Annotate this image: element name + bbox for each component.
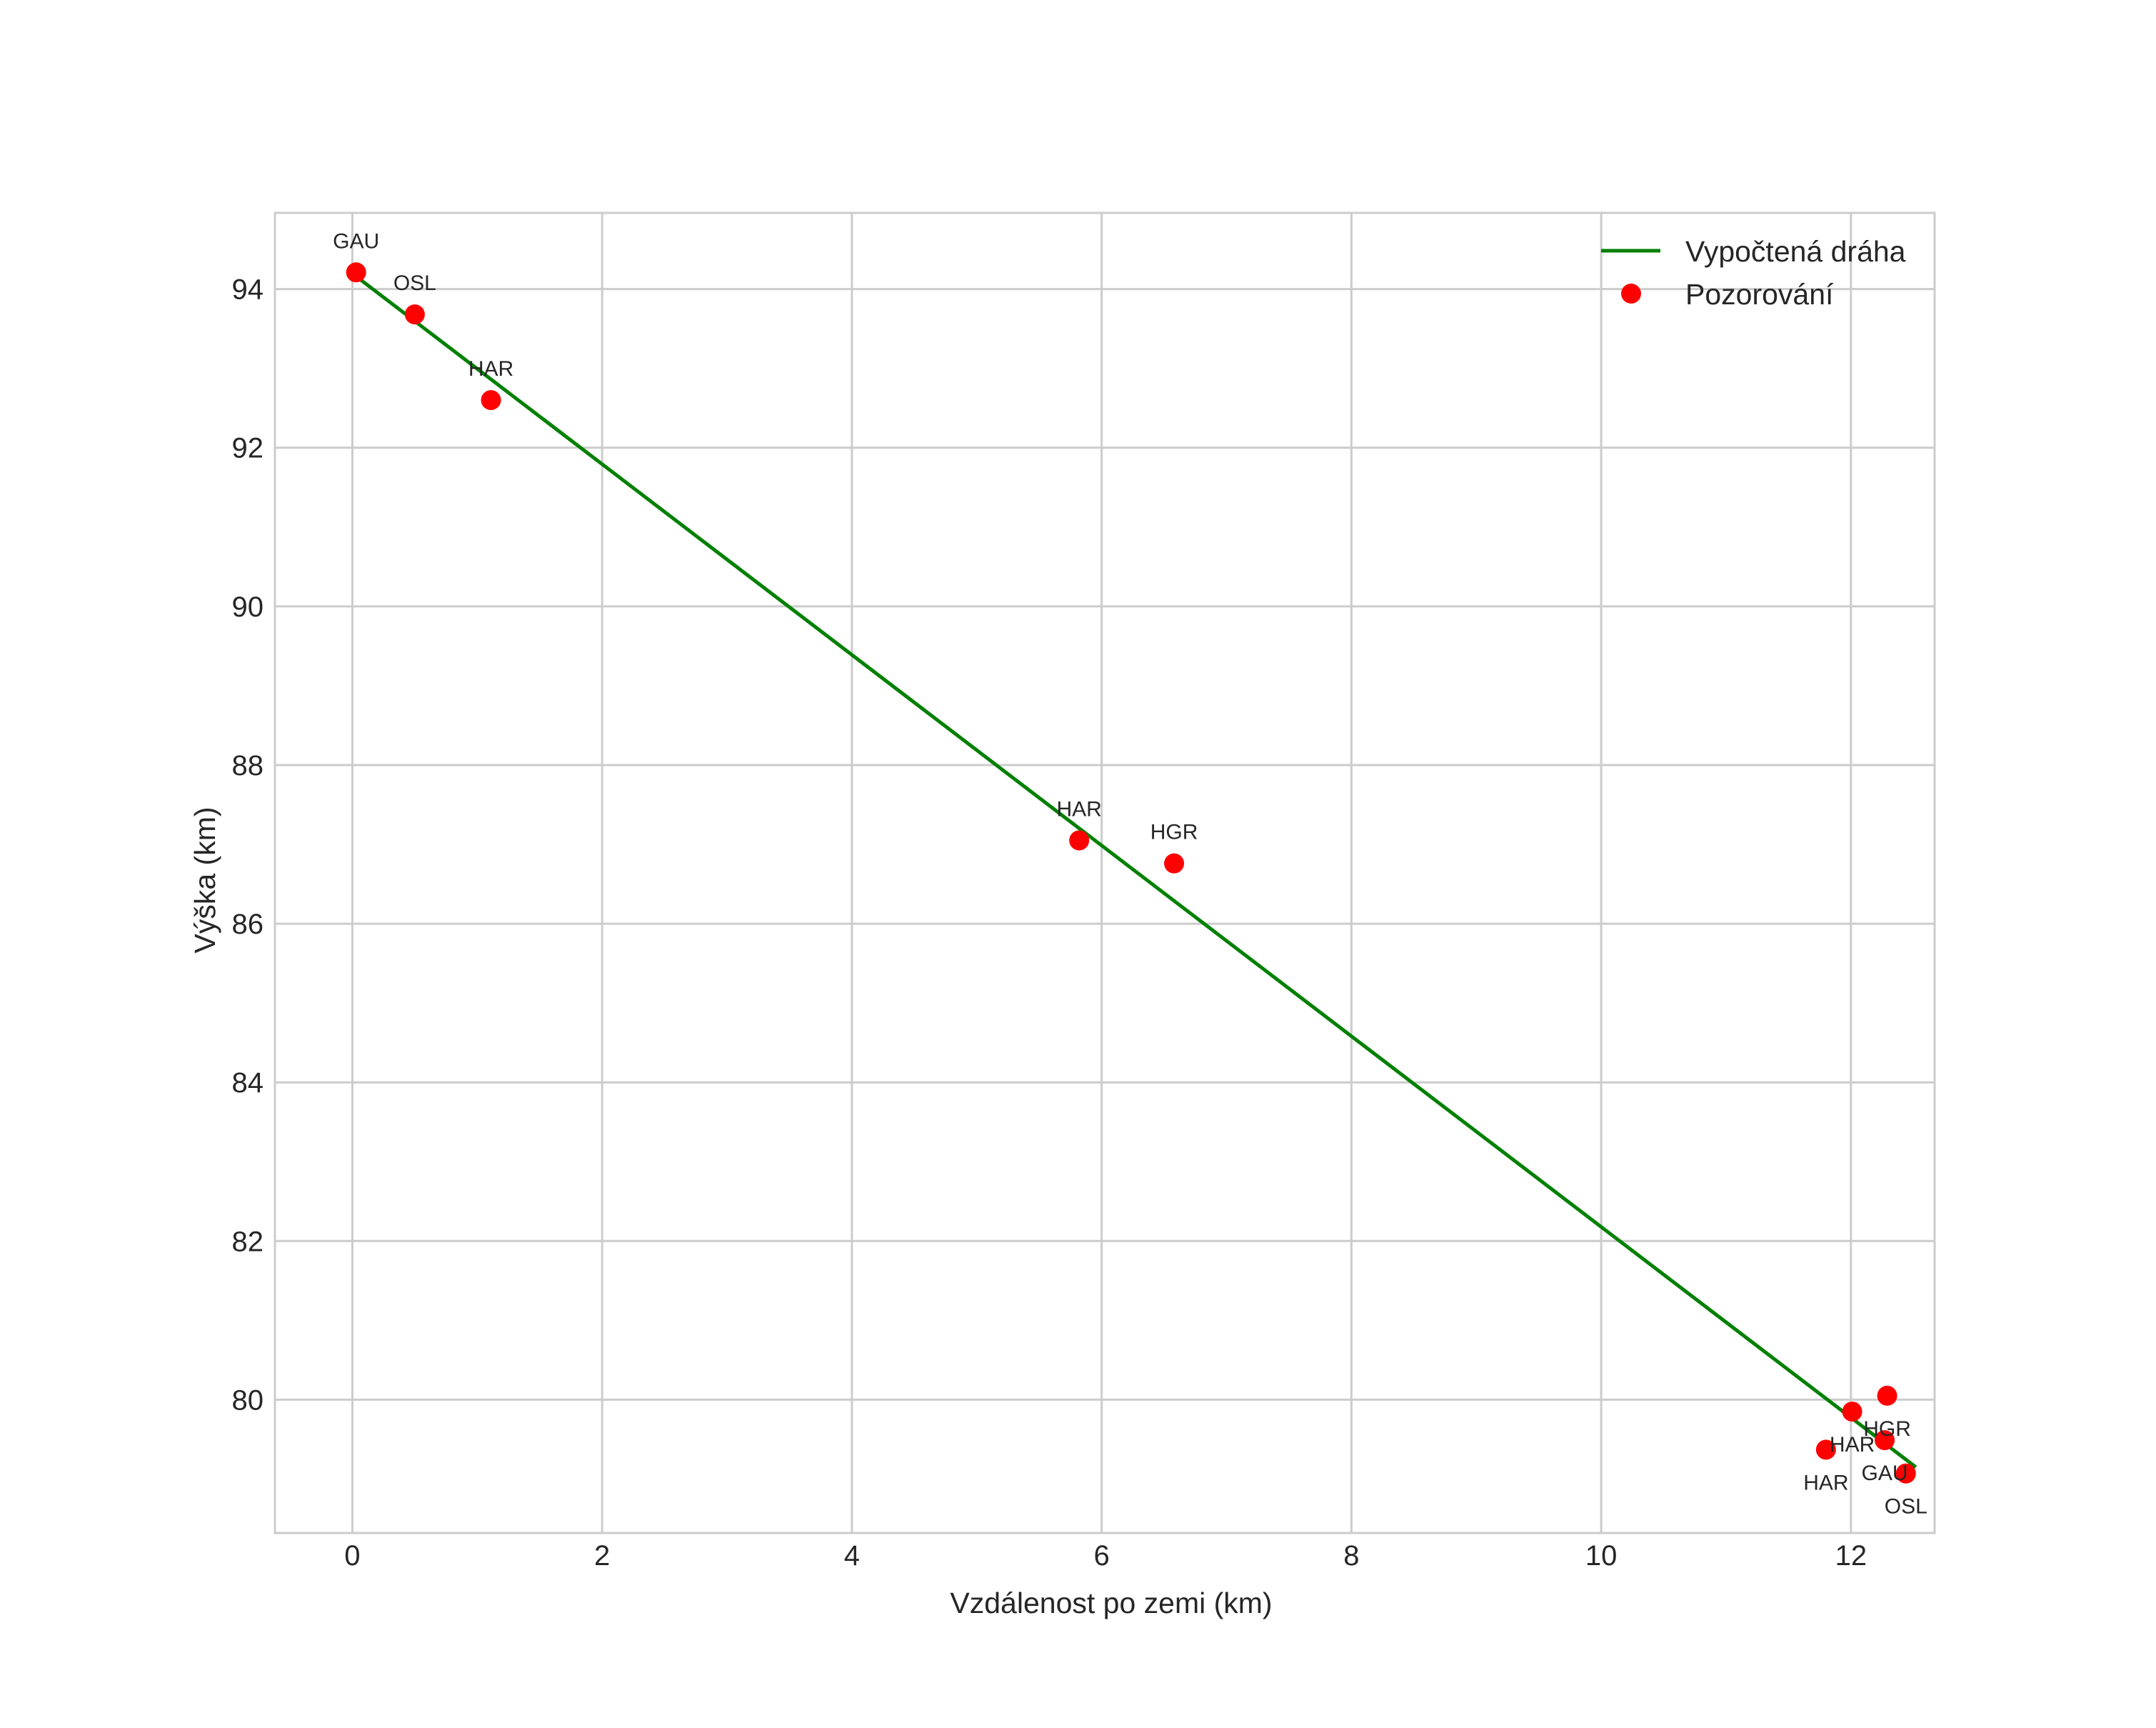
observation-marker xyxy=(481,390,501,411)
x-tick-label: 8 xyxy=(1343,1540,1359,1572)
x-tick-label: 2 xyxy=(594,1540,610,1572)
y-tick-label: 94 xyxy=(232,274,264,306)
x-tick-label: 0 xyxy=(344,1540,360,1572)
grid-lines xyxy=(275,213,1935,1533)
observation-marker xyxy=(346,262,366,283)
x-axis-label: Vzdálenost po zemi (km) xyxy=(950,1587,1272,1619)
plot-series xyxy=(346,262,1917,1484)
legend-label-computed-path: Vypočtená dráha xyxy=(1685,235,1906,268)
observation-marker xyxy=(1069,830,1090,851)
station-label: HAR xyxy=(1803,1471,1848,1494)
x-tick-label: 6 xyxy=(1094,1540,1110,1572)
observation-marker xyxy=(1815,1439,1836,1460)
station-label: HGR xyxy=(1863,1417,1911,1441)
observation-marker xyxy=(1895,1463,1916,1484)
station-label: HAR xyxy=(1830,1433,1875,1457)
station-label: HAR xyxy=(1056,797,1101,821)
y-tick-label: 84 xyxy=(232,1067,264,1099)
observation-marker xyxy=(1877,1385,1897,1406)
station-label: GAU xyxy=(1862,1462,1908,1485)
x-tick-label: 12 xyxy=(1835,1540,1867,1572)
station-label: HAR xyxy=(468,357,513,381)
observation-marker xyxy=(1164,853,1185,874)
x-tick-label: 4 xyxy=(844,1540,860,1572)
station-label: OSL xyxy=(393,271,436,295)
y-tick-label: 92 xyxy=(232,433,264,464)
plot-frame xyxy=(274,211,1936,1534)
y-tick-label: 86 xyxy=(232,909,264,940)
y-axis-ticks: 80 82 84 86 88 90 92 94 xyxy=(232,274,264,1417)
x-axis-ticks: 0 2 4 6 8 10 12 xyxy=(344,1540,1867,1572)
y-tick-label: 88 xyxy=(232,750,264,781)
y-tick-label: 90 xyxy=(232,591,264,623)
legend-label-observations: Pozorování xyxy=(1685,278,1834,311)
y-axis-label: Výška (km) xyxy=(189,807,221,954)
observation-marker xyxy=(1875,1430,1895,1451)
legend: Vypočtená dráha Pozorování xyxy=(1601,235,1906,311)
station-label: GAU xyxy=(333,229,379,253)
x-tick-label: 10 xyxy=(1585,1540,1618,1572)
observation-marker xyxy=(1842,1402,1862,1422)
station-label: OSL xyxy=(1885,1495,1927,1519)
legend-marker-swatch xyxy=(1621,284,1641,304)
y-tick-label: 80 xyxy=(232,1384,264,1416)
observation-marker xyxy=(404,304,425,325)
station-label: HGR xyxy=(1150,821,1198,844)
computed-path-line xyxy=(355,274,1917,1469)
y-tick-label: 82 xyxy=(232,1226,264,1257)
